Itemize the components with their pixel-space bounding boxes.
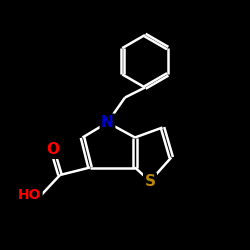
Text: S: S	[144, 174, 156, 189]
Text: HO: HO	[18, 188, 41, 202]
Text: N: N	[101, 115, 114, 130]
Text: O: O	[46, 142, 59, 158]
Text: S: S	[144, 174, 156, 189]
Text: HO: HO	[18, 188, 41, 202]
Text: O: O	[46, 142, 59, 158]
Text: N: N	[101, 115, 114, 130]
